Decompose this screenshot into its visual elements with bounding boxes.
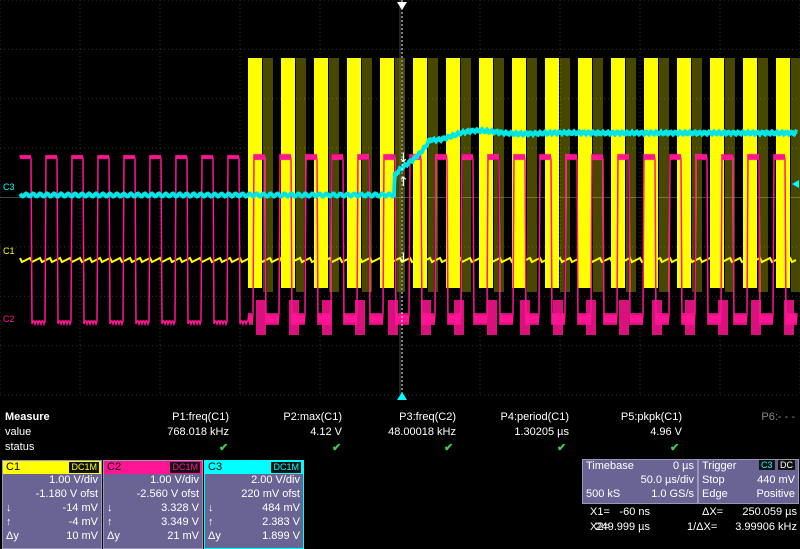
param-name-p2[interactable]: P2:max(C1) [283, 411, 342, 423]
trigger-level-icon [792, 180, 799, 188]
coupling-badge: DC1M [69, 462, 99, 473]
channel-box-c3[interactable]: C3 DC1M 2.00 V/div 220 mV ofst ↓ 484 mV ↑… [204, 460, 304, 549]
down-arrow-icon: ↓ [6, 502, 12, 514]
timebase-box[interactable]: Timebase 0 µs 50.0 µs/div 500 kS 1.0 GS/… [582, 459, 698, 504]
trigger-mode: Stop [702, 474, 725, 486]
status-check-icon: ✔ [444, 442, 454, 454]
vdiv-value: 1.00 V/div [150, 474, 199, 486]
measure-title: Measure [5, 411, 50, 423]
trigger-slope: Positive [756, 488, 795, 500]
channel-name: C1 [6, 461, 21, 473]
down-arrow-icon: ↓ [107, 502, 113, 514]
delta-label: Δy [107, 530, 120, 542]
vdiv-value: 1.00 V/div [49, 474, 98, 486]
param-value-p3: 48.00018 kHz [388, 426, 456, 438]
cursor-down-value: -14 mV [62, 502, 98, 514]
status-check-icon: ✔ [670, 442, 680, 454]
inv-dx-value: 3.99906 kHz [735, 521, 797, 533]
up-arrow-icon: ↑ [208, 516, 214, 528]
c3-trace [18, 126, 798, 199]
cursor-delta-value: 10 mV [66, 530, 98, 542]
cursor-delta-value: 1.899 V [262, 530, 300, 542]
up-arrow-icon: ↑ [107, 516, 113, 528]
param-value-p5: 4.96 V [650, 426, 682, 438]
timebase-rate: 1.0 GS/s [651, 488, 694, 500]
param-name-p5[interactable]: P5:pkpk(C1) [620, 411, 682, 423]
c2-marker: C2 [3, 314, 15, 324]
svg-text:↑: ↑ [398, 175, 409, 190]
offset-value: -1.180 V ofst [35, 488, 98, 500]
trigger-box[interactable]: Trigger C3 DC Stop 440 mV Edge Positive [698, 459, 799, 504]
param-value-p2: 4.12 V [310, 426, 342, 438]
status-check-icon: ✔ [557, 442, 567, 454]
trigger-coupling: DC [778, 460, 795, 470]
delta-label: Δy [208, 530, 221, 542]
inv-dx-label: 1/ΔX= [687, 521, 718, 533]
timebase-label: Timebase [586, 460, 634, 472]
cursor-up-value: 3.349 V [161, 516, 199, 528]
delta-label: Δy [6, 530, 19, 542]
coupling-badge: DC1M [271, 462, 301, 473]
down-arrow-icon: ↓ [208, 502, 214, 514]
row-label-value: value [5, 426, 32, 438]
x2-label: X2= [590, 521, 610, 533]
row-label-status: status [5, 441, 35, 453]
param-value-p1: 768.018 kHz [167, 426, 229, 438]
param-name-p4[interactable]: P4:period(C1) [500, 411, 569, 423]
dx-value: 250.059 µs [742, 506, 797, 518]
cursor-up-value: 2.383 V [262, 516, 300, 528]
offset-value: -2.560 V ofst [136, 488, 199, 500]
x1-value: -60 ns [619, 506, 650, 518]
up-arrow-icon: ↑ [6, 516, 12, 528]
channel-name: C2 [107, 461, 122, 473]
timebase-delay: 0 µs [672, 460, 694, 472]
param-name-p6[interactable]: P6:- - - [761, 411, 795, 423]
svg-text:↓: ↓ [398, 251, 409, 266]
param-name-p3[interactable]: P3:freq(C2) [399, 411, 456, 423]
status-check-icon: ✔ [332, 442, 342, 454]
c1-marker: C1 [3, 246, 15, 256]
param-name-p1[interactable]: P1:freq(C1) [172, 411, 229, 423]
vdiv-value: 2.00 V/div [251, 474, 300, 486]
coupling-badge: DC1M [170, 462, 200, 473]
cursor-down-value: 3.328 V [161, 502, 199, 514]
timebase-tdiv: 50.0 µs/div [640, 474, 694, 486]
trigger-level: 440 mV [757, 474, 795, 486]
waveform-display[interactable]: ↓ ↑ ↓ C3 C1 C2 [0, 0, 800, 405]
cursor-markers: ↓ ↑ ↓ [397, 0, 409, 400]
svg-text:↓: ↓ [398, 151, 409, 166]
trigger-source: C3 [759, 460, 775, 470]
channel-box-c1[interactable]: C1 DC1M 1.00 V/div -1.180 V ofst ↓ -14 mV… [2, 460, 102, 549]
channel-markers: C3 C1 C2 [3, 180, 799, 324]
x1-label: X1= [590, 506, 610, 518]
x2-value: 249.999 µs [595, 521, 650, 533]
status-check-icon: ✔ [219, 442, 229, 454]
channel-box-c2[interactable]: C2 DC1M 1.00 V/div -2.560 V ofst ↓ 3.328 … [103, 460, 203, 549]
param-value-p4: 1.30205 µs [514, 426, 569, 438]
cursor-up-value: -4 mV [68, 516, 98, 528]
dx-label: ΔX= [702, 506, 724, 518]
timebase-samples: 500 kS [586, 488, 621, 500]
c2-trace [19, 153, 798, 335]
offset-value: 220 mV ofst [241, 488, 300, 500]
c3-marker: C3 [3, 182, 15, 192]
channel-name: C3 [208, 461, 223, 473]
trigger-type: Edge [702, 488, 728, 500]
cursor-down-value: 484 mV [262, 502, 300, 514]
trigger-label: Trigger [702, 460, 737, 472]
cursor-delta-value: 21 mV [167, 530, 199, 542]
